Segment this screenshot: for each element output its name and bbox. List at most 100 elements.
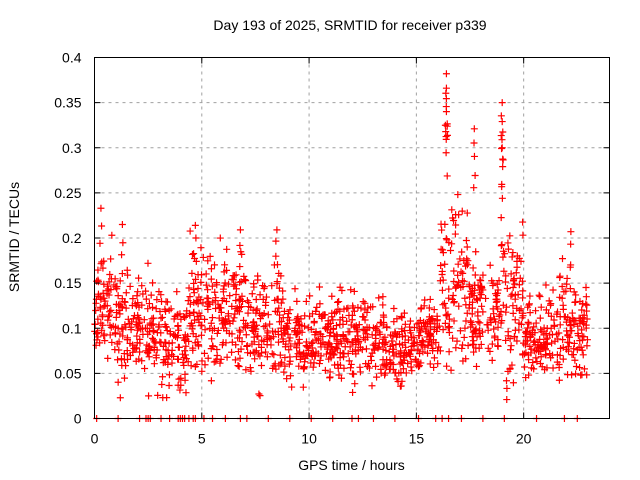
- data-point: [244, 309, 252, 317]
- data-point: [471, 271, 479, 279]
- data-point: [322, 350, 330, 358]
- data-point: [548, 331, 556, 339]
- data-point: [256, 392, 264, 400]
- data-point: [509, 302, 517, 310]
- data-point: [180, 361, 188, 369]
- data-point: [334, 298, 342, 306]
- data-point: [230, 314, 238, 322]
- data-point: [459, 269, 467, 277]
- data-point: [253, 305, 261, 313]
- data-point: [186, 293, 194, 301]
- data-point: [343, 336, 351, 344]
- data-point: [197, 322, 205, 330]
- data-point: [126, 282, 134, 290]
- data-point: [254, 276, 262, 284]
- data-point: [248, 324, 256, 332]
- data-point: [494, 286, 502, 294]
- data-point: [576, 364, 584, 372]
- data-point: [367, 352, 375, 360]
- data-point: [454, 260, 462, 268]
- data-point: [502, 272, 510, 280]
- data-point: [287, 342, 295, 350]
- data-point: [568, 309, 576, 317]
- data-point: [571, 356, 579, 364]
- data-point: [147, 291, 155, 299]
- data-point: [528, 329, 536, 337]
- data-point: [564, 331, 572, 339]
- data-point: [347, 360, 355, 368]
- peak-point: [442, 108, 450, 116]
- data-point: [464, 341, 472, 349]
- data-point: [450, 299, 458, 307]
- data-point: [503, 285, 511, 293]
- data-point: [389, 348, 397, 356]
- data-point: [208, 326, 216, 334]
- data-point: [135, 355, 143, 363]
- data-point: [277, 324, 285, 332]
- data-point: [558, 283, 566, 291]
- data-point: [444, 324, 452, 332]
- data-point: [580, 365, 588, 373]
- data-point: [545, 309, 553, 317]
- data-point: [583, 336, 591, 344]
- data-point: [157, 291, 165, 299]
- data-point: [550, 316, 558, 324]
- data-point: [197, 244, 205, 252]
- data-point: [204, 354, 212, 362]
- data-point: [423, 333, 431, 341]
- data-point: [494, 323, 502, 331]
- data-point: [340, 364, 348, 372]
- data-point: [299, 383, 307, 391]
- data-point: [582, 293, 590, 301]
- data-point: [232, 290, 240, 298]
- data-point: [272, 237, 280, 245]
- data-point: [273, 308, 281, 316]
- data-point: [521, 363, 529, 371]
- data-point: [234, 334, 242, 342]
- data-point: [202, 270, 210, 278]
- data-point: [101, 337, 109, 345]
- data-point: [270, 351, 278, 359]
- data-point: [97, 260, 105, 268]
- data-point: [154, 391, 162, 399]
- data-point: [470, 184, 478, 192]
- data-point: [392, 341, 400, 349]
- data-point: [186, 322, 194, 330]
- data-point: [165, 371, 173, 379]
- data-point: [301, 354, 309, 362]
- data-point: [570, 339, 578, 347]
- data-point: [327, 354, 335, 362]
- data-point: [445, 348, 453, 356]
- data-point: [499, 163, 507, 171]
- data-point: [199, 253, 207, 261]
- data-point: [214, 300, 222, 308]
- data-point: [285, 360, 293, 368]
- data-point: [497, 242, 505, 250]
- data-point: [519, 218, 527, 226]
- data-point: [350, 370, 358, 378]
- data-point: [579, 351, 587, 359]
- data-point: [337, 337, 345, 345]
- data-point: [192, 333, 200, 341]
- peak-point: [567, 228, 575, 236]
- data-point: [507, 292, 515, 300]
- data-point: [164, 360, 172, 368]
- data-point: [190, 285, 198, 293]
- data-point: [346, 328, 354, 336]
- data-point: [312, 307, 320, 315]
- data-point: [142, 287, 150, 295]
- data-point: [478, 283, 486, 291]
- data-point: [347, 321, 355, 329]
- data-point: [437, 262, 445, 270]
- data-point: [365, 360, 373, 368]
- data-point: [354, 347, 362, 355]
- data-point: [441, 319, 449, 327]
- data-point: [429, 344, 437, 352]
- data-point: [418, 323, 426, 331]
- data-point: [114, 378, 122, 386]
- data-point: [479, 308, 487, 316]
- data-point: [364, 304, 372, 312]
- data-point: [250, 280, 258, 288]
- data-point: [326, 374, 334, 382]
- data-point: [349, 304, 357, 312]
